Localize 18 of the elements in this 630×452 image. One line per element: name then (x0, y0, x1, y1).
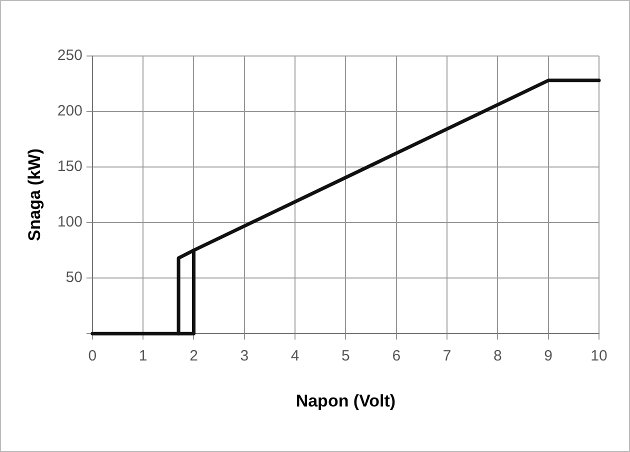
x-tick-label: 10 (590, 348, 608, 365)
y-tick-label: 100 (57, 214, 82, 231)
y-tick-label: 200 (57, 102, 82, 120)
x-tick-label: 4 (290, 348, 300, 365)
x-tick-label: 7 (442, 348, 452, 365)
x-tick-label: 5 (342, 348, 350, 365)
x-tick-label: 2 (190, 348, 198, 365)
y-axis-title: Snaga (kW) (24, 148, 44, 242)
x-tick-label: 0 (88, 348, 97, 365)
x-tick-label: 6 (392, 348, 401, 365)
x-tick-label: 8 (494, 348, 502, 365)
y-tick-label: 50 (66, 269, 82, 286)
x-tick-label: 1 (138, 348, 148, 365)
y-tick-label: 250 (57, 47, 82, 64)
y-tick-label: 150 (57, 158, 82, 176)
x-tick-label: 3 (240, 348, 249, 365)
x-axis-title: Napon (Volt) (296, 391, 396, 410)
x-tick-label: 9 (544, 348, 553, 365)
